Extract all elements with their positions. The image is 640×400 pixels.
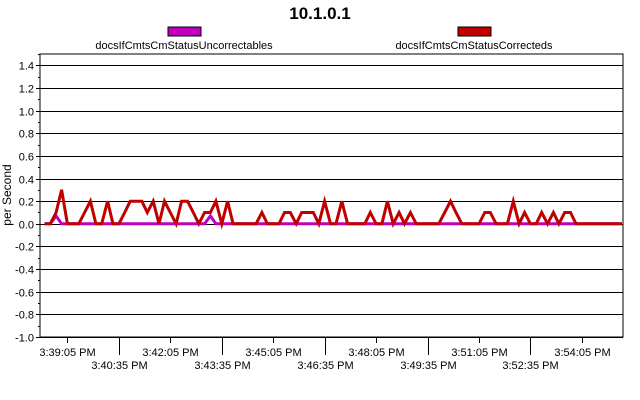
legend-swatch-uncorrectables (167, 26, 202, 37)
x-tick-label: 3:40:35 PM (91, 360, 147, 372)
y-tick-label: 0.2 (19, 197, 34, 209)
y-tick-label: 1.4 (19, 61, 34, 73)
x-tick-label: 3:39:05 PM (39, 347, 95, 359)
x-tick-label: 3:52:35 PM (502, 360, 558, 372)
x-tick-label: 3:48:05 PM (348, 347, 404, 359)
x-tick-label: 3:45:05 PM (245, 347, 301, 359)
grid (40, 65, 623, 338)
legend: docsIfCmtsCmStatusUncorrectables docsIfC… (95, 26, 553, 52)
y-tick-label: 0.0 (19, 220, 34, 232)
y-axis: 1.4 1.2 1.0 0.8 0.6 0.4 0.2 0.0 -0.2 -0.4 -0.6 -0.8… (15, 54, 40, 345)
x-tick-label: 3:54:05 PM (554, 347, 610, 359)
y-tick-label: 1.0 (19, 107, 34, 119)
x-tick-label: 3:43:35 PM (194, 360, 250, 372)
y-tick-label: 0.4 (19, 175, 34, 187)
x-tick-label: 3:49:35 PM (400, 360, 456, 372)
x-tick-label: 3:42:05 PM (142, 347, 198, 359)
y-tick-label: -1.0 (15, 333, 34, 345)
legend-label-uncorrectables: docsIfCmtsCmStatusUncorrectables (95, 40, 273, 52)
legend-swatch-correcteds (457, 26, 492, 37)
plot-area (39, 53, 624, 338)
y-tick-label: -0.4 (15, 265, 34, 277)
y-tick-label: 0.8 (19, 129, 34, 141)
series-line-correcteds (44, 189, 622, 230)
y-tick-label: -0.6 (15, 288, 34, 300)
y-tick-label: 0.6 (19, 152, 34, 164)
legend-label-correcteds: docsIfCmtsCmStatusCorrecteds (395, 40, 553, 52)
x-tick-label: 3:46:35 PM (297, 360, 353, 372)
y-tick-label: 1.2 (19, 84, 34, 96)
y-tick-label: -0.2 (15, 242, 34, 254)
chart-title: 10.1.0.1 (289, 4, 350, 23)
y-tick-label: -0.8 (15, 310, 34, 322)
x-axis: 3:39:05 PM3:40:35 PM3:42:05 PM3:43:35 PM… (39, 337, 611, 372)
series-layer (44, 189, 622, 230)
y-axis-label: per Second (0, 164, 14, 225)
x-tick-label: 3:51:05 PM (451, 347, 507, 359)
